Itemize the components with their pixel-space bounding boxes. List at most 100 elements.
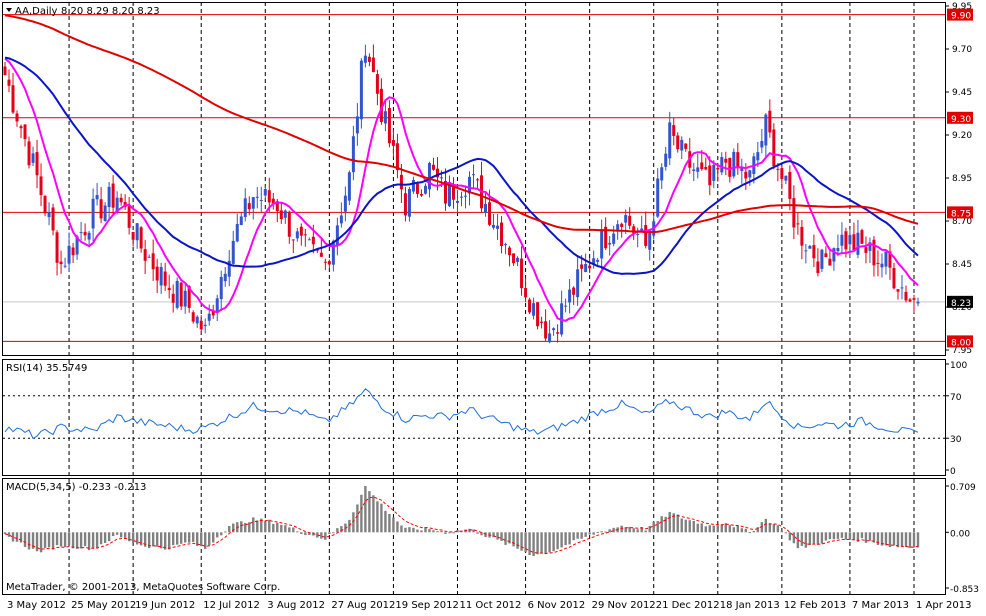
candle-body [768,110,772,133]
macd-histogram-bar [500,532,503,541]
candle-body [708,165,712,186]
macd-histogram-bar [880,532,884,546]
candle-body [359,60,363,120]
level-tag-label: 9.90 [951,12,971,22]
candle-body [107,186,111,208]
candle-body [784,175,788,181]
candle-body [295,231,299,239]
macd-histogram-bar [812,532,816,544]
macd-histogram-bar [756,527,760,533]
candle-body [283,210,287,218]
candle-body [660,167,664,181]
candle-body [608,242,612,245]
candle-body [540,321,544,323]
macd-histogram-bar [728,525,731,533]
candle-body [155,266,159,281]
macd-histogram-bar [224,531,227,533]
candle-body [876,262,880,264]
macd-histogram-bar [95,532,99,548]
candle-body [411,180,415,192]
macd-histogram-bar [844,532,848,540]
time-tick-label: 12 Jul 2012 [203,600,260,611]
candle-body [892,267,896,289]
candle-body [492,224,496,228]
macd-histogram-bar [43,532,47,548]
candle-body [544,321,548,339]
macd-histogram-bar [552,532,555,552]
macd-histogram-bar [388,513,391,533]
price-axis: 9.95 9.70 9.45 9.20 8.95 8.70 8.45 8.20 7.95 9.90… [945,2,973,356]
macd-histogram-bar [504,532,507,545]
macd-histogram-bar [656,521,659,533]
candle-body [147,256,151,258]
candle-body [896,289,900,292]
macd-panel[interactable] [2,478,946,595]
level-tag-label: 8.00 [951,338,971,348]
macd-histogram-bar [196,532,199,546]
price-panel[interactable] [2,2,946,356]
candle-body [756,152,760,161]
candle-body [171,293,175,303]
time-tick-label: 3 May 2012 [7,600,66,611]
candle-body [508,247,512,256]
candle-body [900,287,904,289]
candle-body [315,249,319,251]
macd-histogram-bar [320,532,323,539]
macd-histogram-bar [376,501,379,533]
macd-histogram-bar [496,532,499,540]
candle-body [183,290,187,307]
macd-histogram-bar [640,527,643,533]
candle-body [788,171,792,199]
candle-body [852,234,856,250]
candle-body [612,233,616,244]
macd-histogram-bar [59,532,63,547]
macd-histogram-bar [452,532,455,534]
macd-histogram-bar [888,532,892,548]
candle-body [263,189,267,196]
candle-body [43,196,47,214]
price-tick-label: 8.45 [952,260,972,270]
candle-body [812,245,816,259]
candle-body [536,302,540,327]
macd-histogram-bar [87,532,91,551]
rsi-panel[interactable] [2,359,946,476]
macd-histogram-bar [732,527,735,533]
candle-body [528,299,532,313]
candle-body [908,299,912,302]
candle-body [423,185,427,194]
candle-body [279,210,283,220]
macd-histogram-bar [764,518,768,533]
candle-body [447,182,451,207]
macd-histogram-bar [800,532,804,546]
candle-body [175,280,179,308]
macd-histogram-bar [35,532,39,552]
candle-body [588,265,592,269]
macd-histogram-bar [119,532,123,538]
symbol-dropdown-icon[interactable] [6,8,12,12]
macd-histogram-bar [167,532,171,550]
macd-histogram-bar [816,532,820,545]
macd-histogram-bar [340,526,343,533]
candle-body [500,222,504,246]
candle-body [339,215,343,224]
level-tag [947,206,973,219]
candle-body [35,152,39,176]
candle-body [223,273,227,282]
candle-body [724,158,728,163]
macd-histogram-bar [432,530,435,533]
macd-histogram-bar [27,532,31,550]
macd-histogram-bar [428,529,431,533]
candle-body [195,316,199,324]
candle-body [860,230,864,244]
candle-body [139,227,143,249]
candle-body [872,239,876,266]
candle-body [403,193,407,216]
candle-body [804,250,808,252]
macd-histogram-bar [332,532,335,534]
candle-body [644,225,648,246]
candle-body [548,333,552,343]
candle-body [692,169,696,172]
macd-histogram-bar [364,485,367,533]
